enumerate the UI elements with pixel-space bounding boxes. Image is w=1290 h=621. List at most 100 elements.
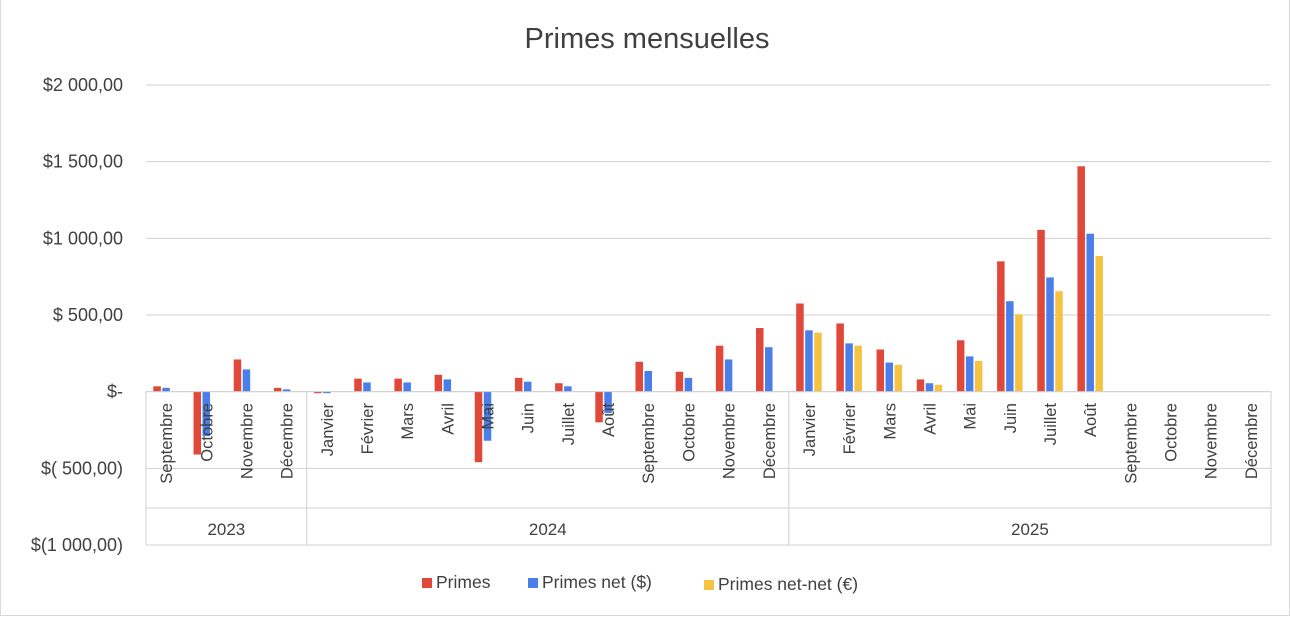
- bar: [814, 332, 822, 392]
- bar: [193, 391, 202, 455]
- bar: [916, 379, 925, 392]
- bar: [796, 303, 804, 392]
- bar: [233, 359, 242, 392]
- legend-label: Primes net-net (€): [718, 574, 858, 594]
- bar: [765, 347, 773, 392]
- bar: [443, 379, 452, 392]
- bar: [354, 378, 362, 392]
- bars: [153, 166, 1103, 463]
- bar: [715, 345, 724, 392]
- x-tick-label: Février: [841, 403, 859, 455]
- legend-swatch: [422, 578, 432, 588]
- bar: [684, 377, 693, 392]
- x-tick-label: Novembre: [1203, 403, 1221, 479]
- x-tick-label: Janvier: [801, 403, 819, 457]
- x-tick-label: Mars: [399, 403, 417, 440]
- x-tick-label: Juin: [520, 403, 538, 433]
- x-tick-label: Mars: [881, 403, 899, 440]
- y-tick-label: $ 500,00: [53, 305, 123, 325]
- x-tick-label: Décembre: [1243, 403, 1261, 479]
- bar: [1095, 255, 1103, 392]
- x-tick-label: Octobre: [680, 403, 698, 462]
- x-tick-label: Juillet: [560, 403, 578, 446]
- bar: [965, 356, 974, 392]
- x-tick-label: Février: [359, 403, 377, 455]
- y-tick-label: $2 000,00: [43, 75, 123, 95]
- bar: [644, 370, 652, 392]
- x-tick-label: Avril: [921, 403, 939, 435]
- x-tick-label: Septembre: [640, 403, 658, 484]
- y-tick-label: $-: [107, 382, 123, 402]
- bar: [604, 391, 612, 414]
- x-tick-label: Novembre: [238, 403, 256, 479]
- x-tick-label: Juillet: [1042, 403, 1060, 446]
- bar: [162, 387, 170, 392]
- bar: [474, 391, 483, 463]
- bar: [894, 364, 903, 392]
- x-tick-label: Décembre: [279, 403, 297, 479]
- bar: [854, 345, 862, 392]
- bar: [1037, 229, 1045, 392]
- year-group-label: 2025: [1011, 520, 1049, 539]
- legend-label: Primes net ($): [542, 572, 652, 592]
- bar: [282, 389, 291, 392]
- bar: [934, 384, 943, 392]
- bar: [845, 343, 853, 392]
- bar: [1015, 314, 1023, 392]
- bar: [974, 361, 983, 392]
- x-tick-label: Octobre: [198, 403, 216, 462]
- bar: [635, 361, 643, 392]
- bar: [242, 369, 251, 392]
- bar: [595, 391, 603, 423]
- bar: [323, 391, 331, 394]
- bar: [403, 382, 411, 392]
- y-tick-label: $1 000,00: [43, 228, 123, 248]
- bar: [555, 383, 563, 392]
- y-tick-label: $( 500,00): [41, 458, 123, 478]
- x-tick-label: Mai: [962, 403, 980, 430]
- y-axis-labels: $2 000,00 $1 500,00 $1 000,00 $ 500,00 $- $( …: [31, 75, 123, 555]
- bar: [273, 387, 282, 392]
- bar: [1077, 166, 1085, 392]
- bar: [564, 386, 572, 392]
- bar: [756, 328, 764, 392]
- bar: [363, 382, 371, 392]
- bar: [202, 391, 211, 437]
- x-tick-label: Mai: [480, 403, 498, 430]
- bar: [724, 359, 733, 392]
- legend-swatch: [704, 580, 714, 590]
- bar: [483, 391, 492, 441]
- bar: [1006, 301, 1014, 392]
- x-tick-label: Novembre: [721, 403, 739, 479]
- year-group-label: 2024: [529, 520, 567, 539]
- bar: [885, 362, 894, 392]
- bar: [675, 371, 684, 392]
- legend-swatch: [528, 578, 538, 588]
- bar: [314, 391, 322, 394]
- y-tick-label: $1 500,00: [43, 152, 123, 172]
- x-tick-label: Avril: [439, 403, 457, 435]
- x-tick-label: Octobre: [1163, 403, 1181, 462]
- bar: [153, 386, 161, 392]
- bar: [394, 378, 402, 392]
- y-tick-label: $(1 000,00): [31, 535, 123, 555]
- bar: [514, 377, 523, 392]
- chart-title: Primes mensuelles: [525, 23, 770, 55]
- bar: [997, 261, 1005, 392]
- bar: [434, 374, 443, 392]
- bar: [805, 330, 813, 392]
- x-tick-label: Janvier: [319, 403, 337, 457]
- x-tick-label: Août: [600, 403, 618, 437]
- x-tick-label: Septembre: [1122, 403, 1140, 484]
- legend-label: Primes: [436, 572, 491, 592]
- x-axis: Septembre Octobre Novembre Décembre Janvier F…: [145, 391, 1272, 545]
- bar: [1046, 277, 1054, 392]
- bar: [956, 340, 965, 392]
- x-tick-label: Septembre: [158, 403, 176, 484]
- legend: Primes Primes net ($) Primes net-net (€): [422, 572, 858, 594]
- bar: [836, 323, 844, 392]
- bar: [925, 383, 934, 392]
- x-tick-label: Juin: [1002, 403, 1020, 433]
